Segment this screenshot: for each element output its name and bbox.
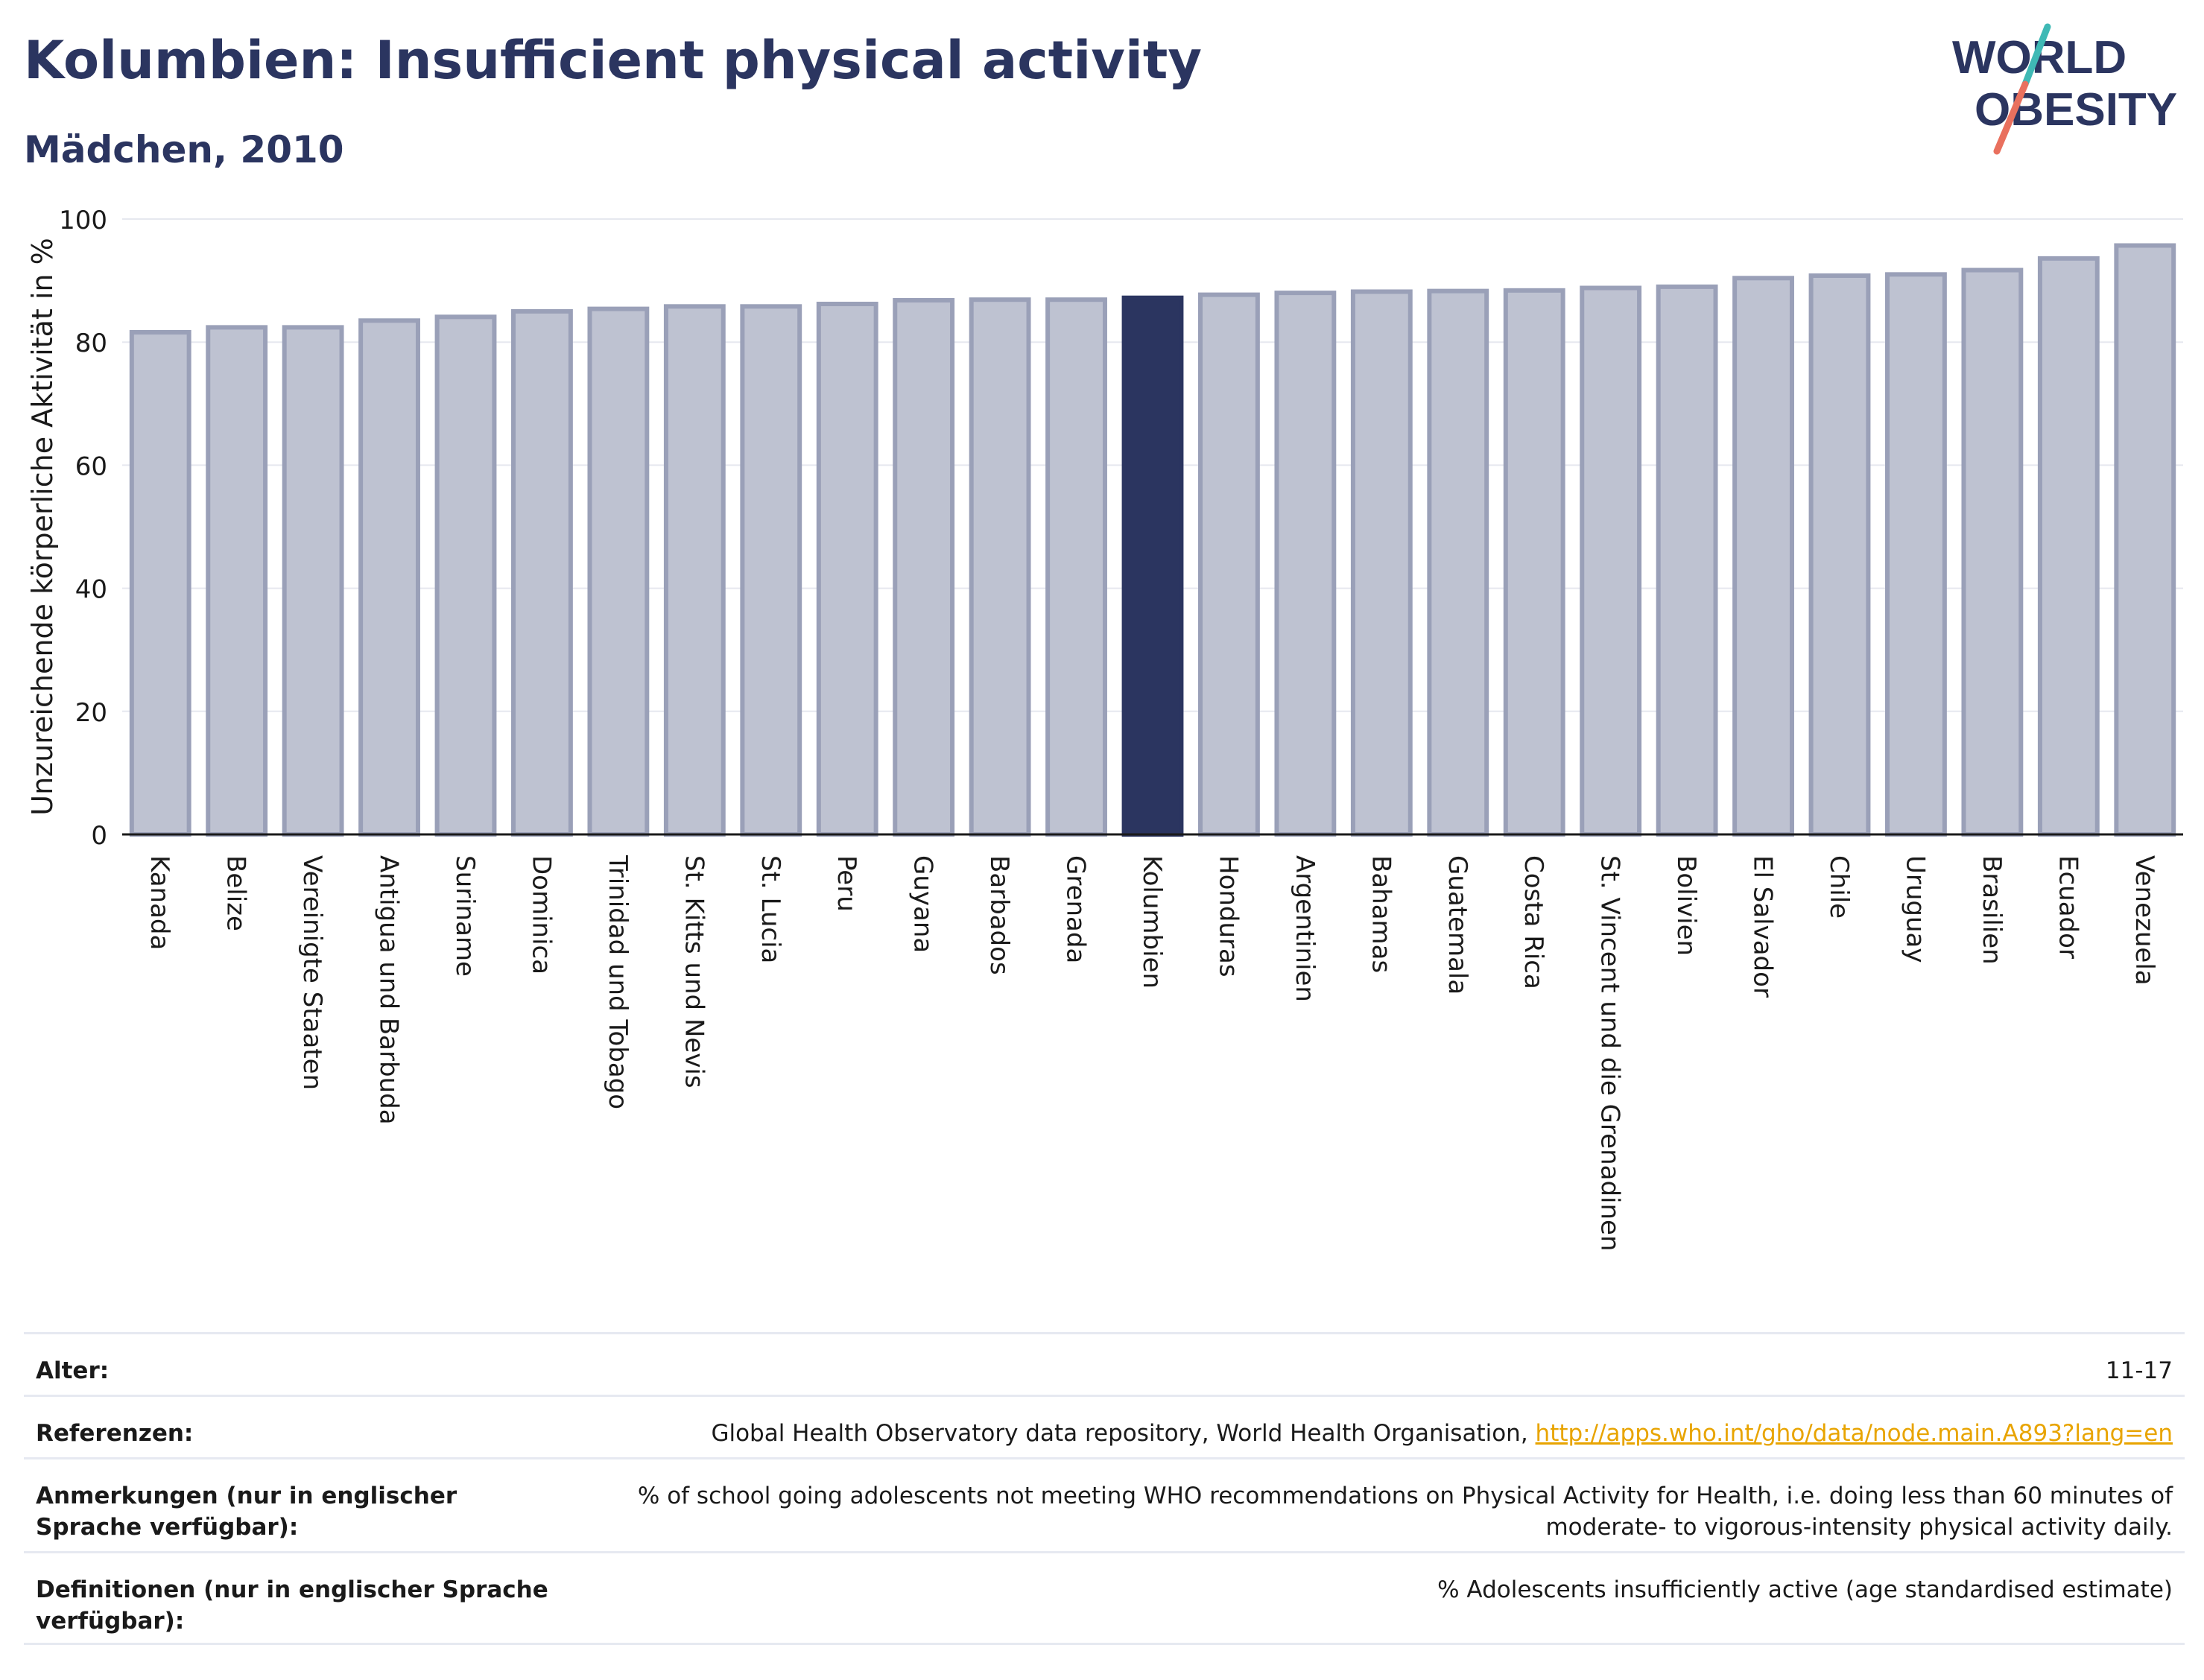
x-tick-label: Barbados	[984, 855, 1014, 975]
bar	[511, 308, 573, 837]
y-tick-label: 60	[75, 451, 107, 481]
x-tick-label: Peru	[832, 855, 861, 912]
x-tick-label: Dominica	[526, 855, 556, 974]
logo-slash-teal	[2021, 23, 2051, 88]
meta-row-notes: Anmerkungen (nur in englischer Sprache v…	[24, 1457, 2185, 1551]
bar	[1427, 288, 1489, 837]
meta-age-label: Alter:	[36, 1357, 110, 1384]
bar	[663, 304, 726, 837]
bar	[1503, 288, 1565, 837]
x-tick-label: Guyana	[908, 855, 938, 953]
meta-refs-link[interactable]: http://apps.who.int/gho/data/node.main.A…	[1535, 1420, 2173, 1447]
y-tick-label: 20	[75, 698, 107, 728]
bar	[1885, 272, 1947, 837]
bar	[1808, 273, 1871, 837]
x-tick-label: Brasilien	[1977, 855, 2007, 965]
y-tick-label: 40	[75, 575, 107, 605]
bar	[1198, 292, 1260, 837]
bar	[1961, 267, 2024, 837]
meta-notes-value: % of school going adolescents not meetin…	[637, 1483, 2173, 1541]
x-tick-label: Kanada	[145, 855, 174, 950]
meta-age-value: 11-17	[2105, 1357, 2173, 1384]
x-tick-label: Trinidad und Tobago	[603, 855, 633, 1109]
bar	[2037, 256, 2100, 837]
x-tick-label: Venezuela	[2129, 855, 2159, 986]
chart-subtitle: Mädchen, 2010	[24, 128, 344, 171]
bar	[2114, 243, 2176, 837]
x-tick-label: Chile	[1824, 855, 1854, 919]
world-obesity-logo: WORLD OBESITY	[1952, 23, 2177, 155]
x-tick-label: Suriname	[450, 855, 480, 977]
x-tick-label: St. Vincent und die Grenadinen	[1595, 855, 1625, 1252]
meta-defs-value: % Adolescents insufficiently active (age…	[1437, 1576, 2173, 1603]
x-tick-label: Kolumbien	[1137, 855, 1167, 989]
x-tick-label: Belize	[221, 855, 251, 931]
metadata-table: Alter: 11-17 Referenzen: Global Health O…	[24, 1332, 2185, 1645]
bar	[206, 325, 268, 837]
bar	[587, 306, 650, 837]
y-tick-label: 100	[59, 206, 107, 235]
bar	[434, 314, 497, 837]
meta-row-references: Referenzen: Global Health Observatory da…	[24, 1395, 2185, 1457]
bar	[893, 298, 955, 837]
bar	[1350, 289, 1413, 837]
bar	[1656, 284, 1718, 837]
logo-slash-red	[1993, 80, 2029, 155]
meta-refs-text: Global Health Observatory data repositor…	[711, 1420, 1528, 1447]
bar	[1732, 276, 1794, 837]
meta-defs-label: Definitionen (nur in englischer Sprache …	[36, 1576, 548, 1635]
x-tick-label: Honduras	[1213, 855, 1243, 977]
bar	[1274, 291, 1337, 837]
meta-row-age: Alter: 11-17	[24, 1332, 2185, 1395]
x-tick-label: Grenada	[1061, 855, 1091, 963]
x-tick-label: Costa Rica	[1519, 855, 1548, 989]
bar	[1045, 297, 1107, 837]
bar-highlighted	[1121, 295, 1184, 837]
x-tick-label: El Salvador	[1748, 855, 1778, 998]
bar	[1580, 285, 1642, 837]
x-tick-label: St. Lucia	[756, 855, 785, 963]
x-tick-label: Guatemala	[1443, 855, 1472, 995]
bar	[740, 304, 802, 837]
x-tick-label: Argentinien	[1290, 855, 1320, 1002]
x-tick-label: Bolivien	[1671, 855, 1701, 956]
bar	[816, 301, 878, 837]
meta-refs-label: Referenzen:	[36, 1420, 194, 1447]
x-tick-label: Vereinigte Staaten	[297, 855, 327, 1090]
bar	[129, 329, 191, 837]
chart-title: Kolumbien: Insufficient physical activit…	[24, 30, 1202, 91]
x-tick-label: St. Kitts und Nevis	[679, 855, 709, 1088]
y-tick-label: 80	[75, 329, 107, 358]
y-axis-label: Unzureichende körperliche Aktivität in %	[26, 238, 59, 815]
x-tick-label: Bahamas	[1366, 855, 1396, 973]
bar	[358, 318, 420, 837]
meta-notes-label: Anmerkungen (nur in englischer Sprache v…	[36, 1483, 457, 1541]
bar	[282, 325, 344, 837]
x-tick-label: Uruguay	[1900, 855, 1930, 963]
meta-row-definitions: Definitionen (nur in englischer Sprache …	[24, 1551, 2185, 1645]
x-tick-label: Antigua und Barbuda	[374, 855, 404, 1125]
x-tick-label: Ecuador	[2053, 855, 2083, 959]
y-tick-label: 0	[91, 821, 107, 851]
meta-refs-value: Global Health Observatory data repositor…	[711, 1418, 2173, 1449]
bar	[969, 297, 1031, 837]
